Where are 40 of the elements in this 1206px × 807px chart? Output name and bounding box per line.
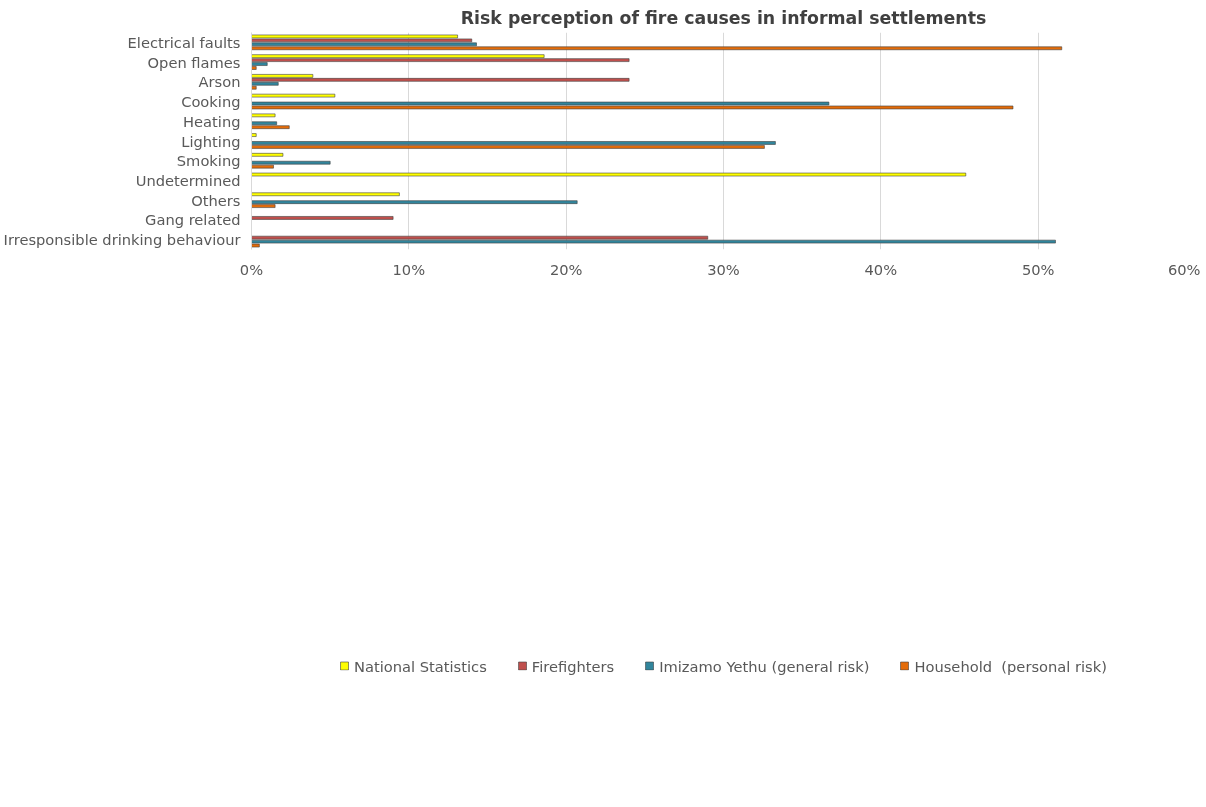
x-tick-label: 0% xyxy=(239,260,264,278)
bar xyxy=(251,113,276,118)
y-tick-label: Open flames xyxy=(147,53,241,71)
y-tick-label: Undetermined xyxy=(135,171,241,189)
chart-title: Risk perception of fire causes in informal settlements xyxy=(460,7,987,28)
y-tick-label: Irresponsible drinking behaviour xyxy=(3,231,242,249)
x-tick-label: 30% xyxy=(707,260,740,278)
bar xyxy=(251,105,1014,110)
y-tick-label: Smoking xyxy=(176,152,241,170)
legend-label: Firefighters xyxy=(531,657,615,675)
y-tick-label: Heating xyxy=(183,112,241,130)
y-tick-label: Electrical faults xyxy=(127,33,241,51)
bar xyxy=(251,78,630,82)
legend-label: Imizamo Yethu (general risk) xyxy=(659,657,870,675)
legend-label: Household (personal risk) xyxy=(914,657,1107,675)
bar xyxy=(251,172,967,177)
bar xyxy=(251,38,473,43)
y-tick-label: Lighting xyxy=(181,132,241,150)
x-tick-label: 20% xyxy=(549,260,583,278)
x-tick-label: 40% xyxy=(864,260,898,278)
y-tick-label: Others xyxy=(191,191,241,209)
bar xyxy=(251,141,776,145)
bar xyxy=(251,153,284,157)
bar xyxy=(251,46,1063,51)
legend-label: National Statistics xyxy=(354,657,487,675)
bar xyxy=(251,192,400,197)
bar xyxy=(251,200,578,204)
bar xyxy=(251,125,290,129)
bar xyxy=(251,133,257,137)
x-tick-label: 60% xyxy=(1167,260,1201,278)
bar xyxy=(251,93,336,98)
x-tick-label: 10% xyxy=(392,260,426,278)
x-tick-label: 50% xyxy=(1021,260,1055,278)
bar xyxy=(251,216,394,220)
y-tick-label: Arson xyxy=(198,73,241,91)
bar xyxy=(251,160,331,165)
bar xyxy=(251,239,1056,244)
y-tick-label: Cooking xyxy=(181,93,241,111)
bar xyxy=(251,58,630,62)
y-tick-label: Gang related xyxy=(145,211,241,229)
